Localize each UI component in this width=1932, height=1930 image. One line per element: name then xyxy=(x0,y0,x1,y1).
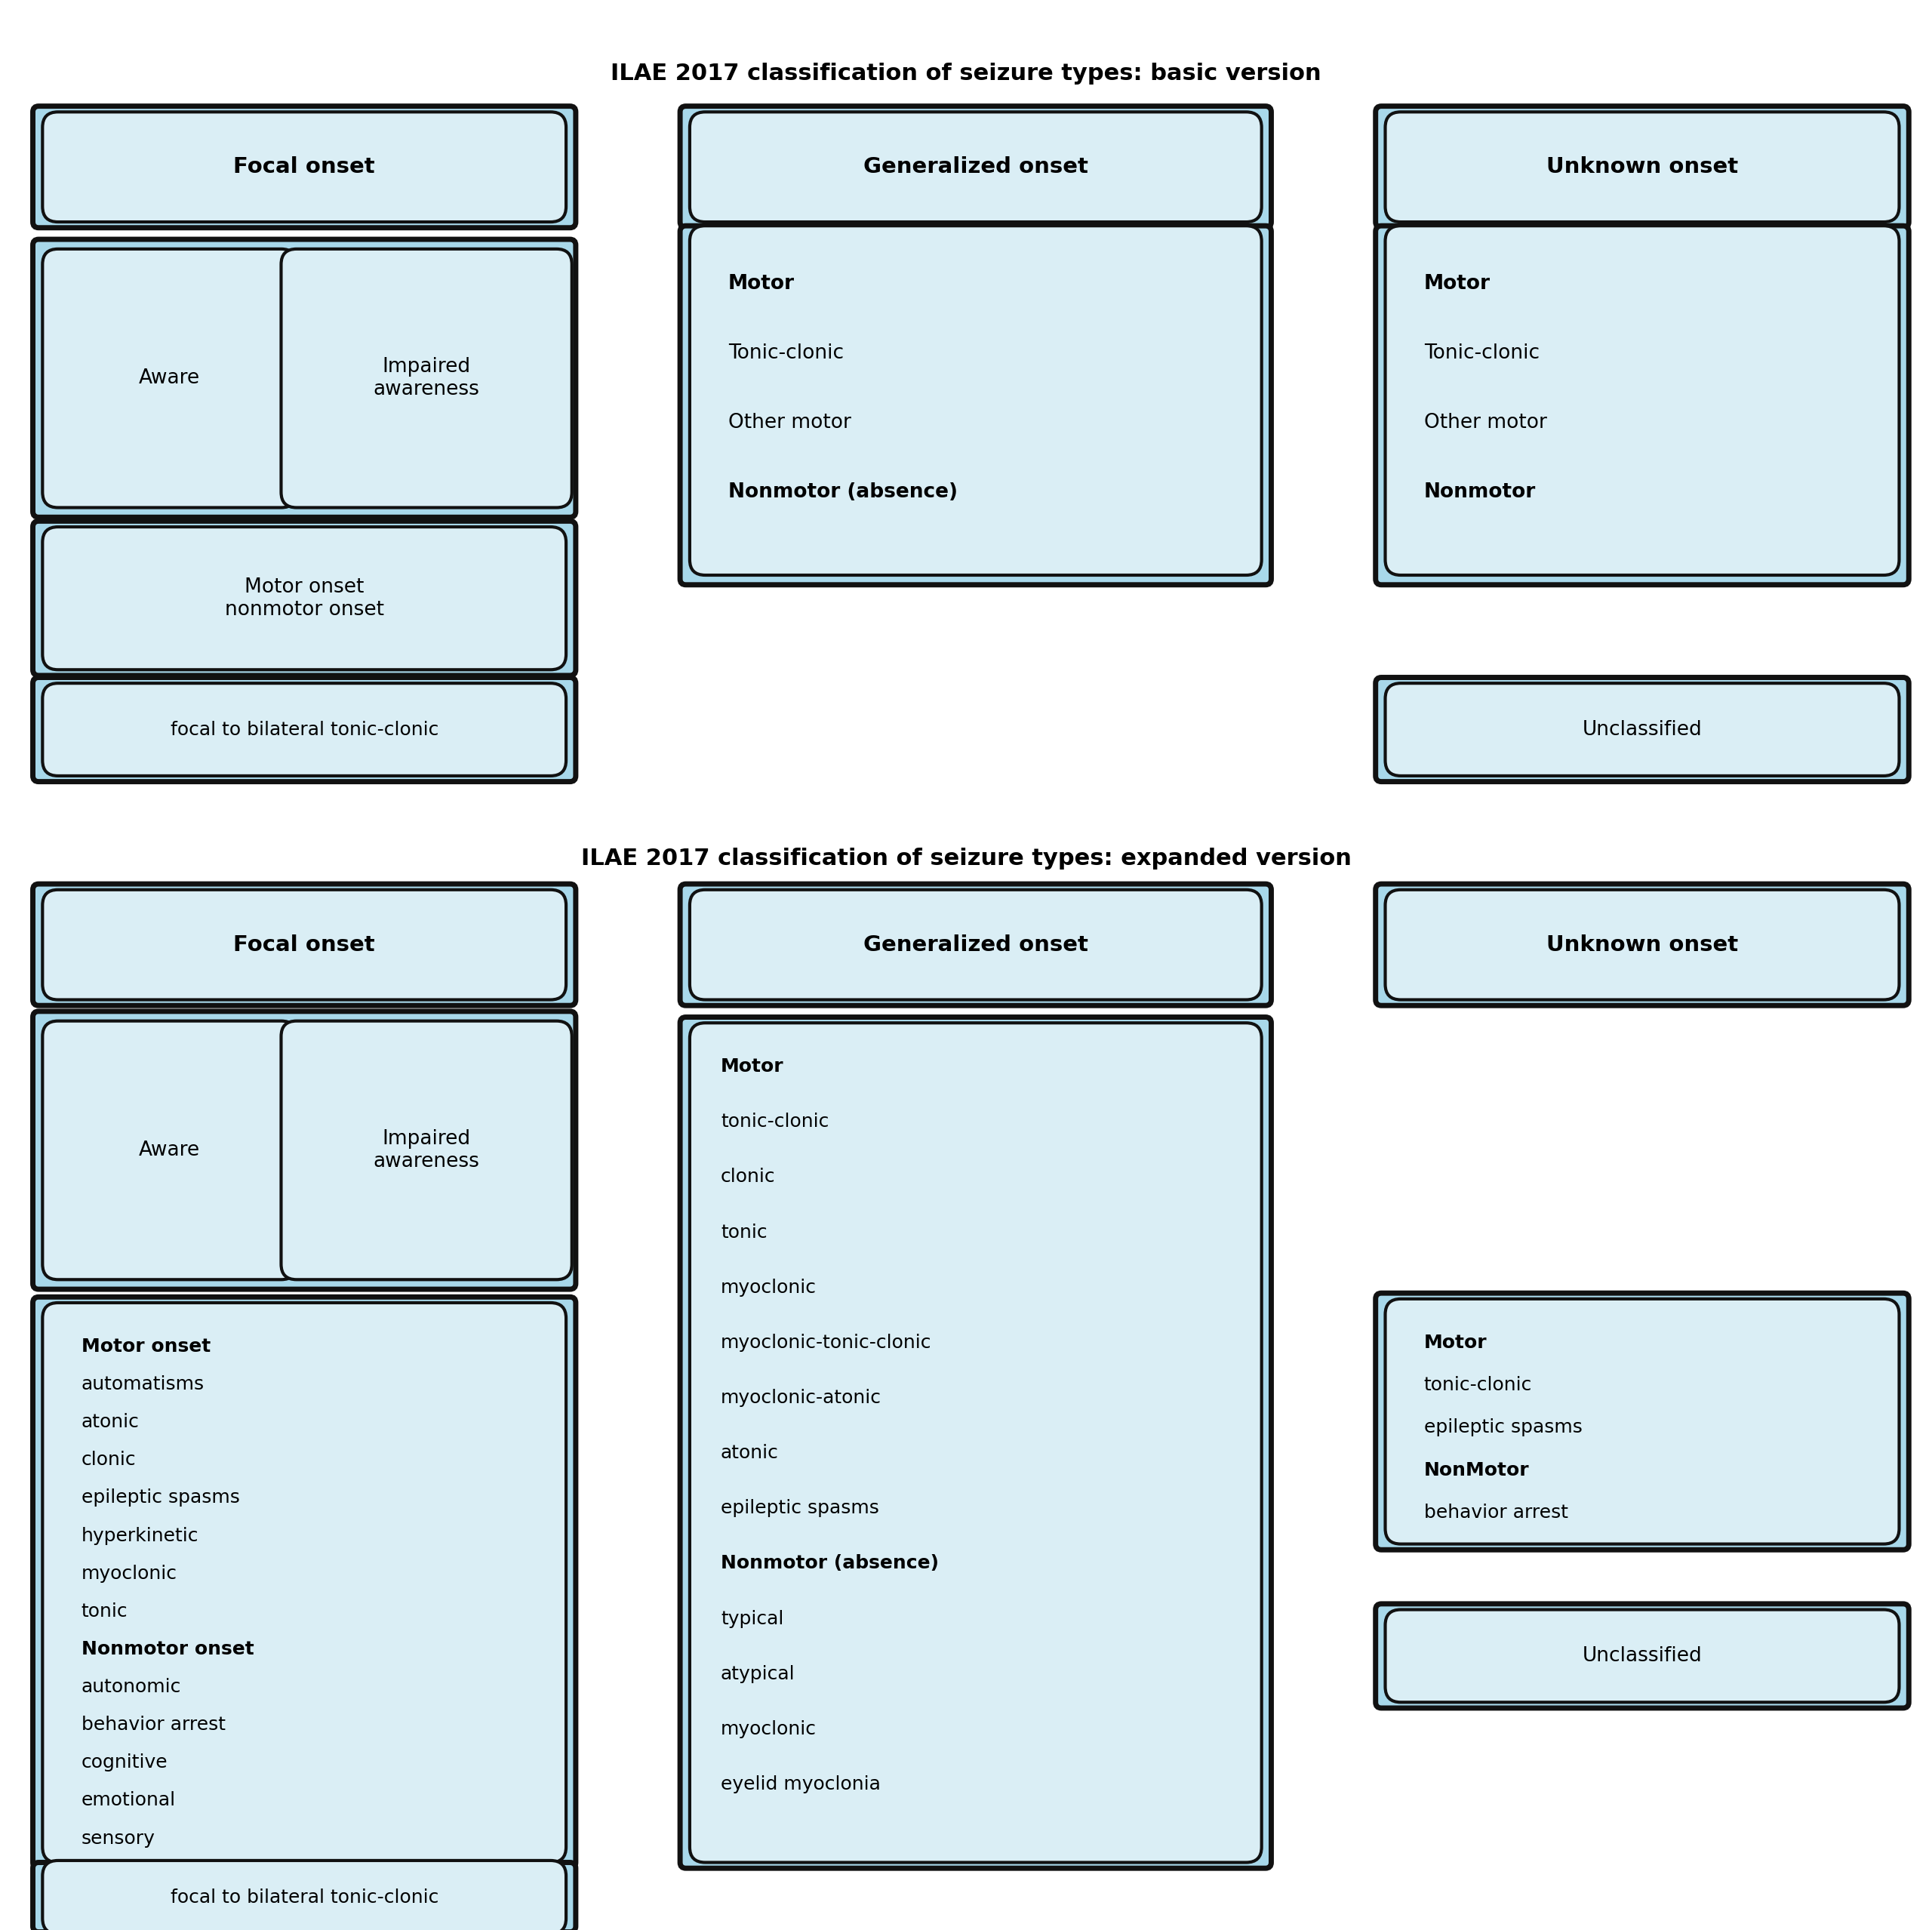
FancyBboxPatch shape xyxy=(43,1303,566,1862)
FancyBboxPatch shape xyxy=(690,1023,1262,1862)
FancyBboxPatch shape xyxy=(1376,1604,1909,1708)
Text: Aware: Aware xyxy=(139,369,201,388)
Text: tonic: tonic xyxy=(81,1602,128,1621)
FancyBboxPatch shape xyxy=(1385,112,1899,222)
Text: cognitive: cognitive xyxy=(81,1754,168,1772)
Text: tonic: tonic xyxy=(721,1224,767,1241)
Text: myoclonic: myoclonic xyxy=(721,1278,817,1297)
FancyBboxPatch shape xyxy=(33,884,576,1006)
FancyBboxPatch shape xyxy=(33,677,576,782)
Text: myoclonic: myoclonic xyxy=(81,1565,178,1583)
FancyBboxPatch shape xyxy=(1376,106,1909,228)
Text: Nonmotor (absence): Nonmotor (absence) xyxy=(728,482,958,502)
FancyBboxPatch shape xyxy=(43,249,298,508)
Text: sensory: sensory xyxy=(81,1830,155,1847)
Text: epileptic spasms: epileptic spasms xyxy=(1424,1419,1582,1436)
Text: Unknown onset: Unknown onset xyxy=(1546,934,1739,955)
Text: atypical: atypical xyxy=(721,1666,796,1683)
FancyBboxPatch shape xyxy=(1376,1293,1909,1550)
FancyBboxPatch shape xyxy=(1376,884,1909,1006)
FancyBboxPatch shape xyxy=(33,1297,576,1868)
Text: atonic: atonic xyxy=(721,1444,779,1463)
FancyBboxPatch shape xyxy=(43,683,566,776)
Text: autonomic: autonomic xyxy=(81,1677,182,1696)
Text: automatisms: automatisms xyxy=(81,1376,205,1393)
FancyBboxPatch shape xyxy=(680,884,1271,1006)
Text: Motor onset: Motor onset xyxy=(81,1337,211,1355)
Text: Impaired
awareness: Impaired awareness xyxy=(373,357,479,400)
Text: Motor onset
nonmotor onset: Motor onset nonmotor onset xyxy=(224,577,384,620)
FancyBboxPatch shape xyxy=(1385,1610,1899,1702)
Text: myoclonic: myoclonic xyxy=(721,1720,817,1739)
FancyBboxPatch shape xyxy=(690,112,1262,222)
Text: myoclonic-tonic-clonic: myoclonic-tonic-clonic xyxy=(721,1334,931,1351)
FancyBboxPatch shape xyxy=(43,890,566,1000)
FancyBboxPatch shape xyxy=(33,521,576,676)
Text: myoclonic-atonic: myoclonic-atonic xyxy=(721,1390,881,1407)
Text: Nonmotor (absence): Nonmotor (absence) xyxy=(721,1554,939,1573)
FancyBboxPatch shape xyxy=(680,1017,1271,1868)
FancyBboxPatch shape xyxy=(1385,1299,1899,1544)
FancyBboxPatch shape xyxy=(1385,683,1899,776)
FancyBboxPatch shape xyxy=(43,1861,566,1930)
Text: atonic: atonic xyxy=(81,1413,139,1432)
FancyBboxPatch shape xyxy=(33,106,576,228)
Text: focal to bilateral tonic-clonic: focal to bilateral tonic-clonic xyxy=(170,720,439,739)
FancyBboxPatch shape xyxy=(690,226,1262,575)
FancyBboxPatch shape xyxy=(1385,226,1899,575)
Text: Aware: Aware xyxy=(139,1141,201,1160)
Text: Focal onset: Focal onset xyxy=(234,934,375,955)
FancyBboxPatch shape xyxy=(1376,677,1909,782)
Text: Other motor: Other motor xyxy=(1424,413,1548,432)
FancyBboxPatch shape xyxy=(43,1021,298,1280)
FancyBboxPatch shape xyxy=(282,249,572,508)
FancyBboxPatch shape xyxy=(33,1862,576,1930)
Text: hyperkinetic: hyperkinetic xyxy=(81,1527,199,1544)
FancyBboxPatch shape xyxy=(1376,226,1909,585)
Text: Impaired
awareness: Impaired awareness xyxy=(373,1129,479,1172)
Text: epileptic spasms: epileptic spasms xyxy=(721,1500,879,1517)
FancyBboxPatch shape xyxy=(43,112,566,222)
Text: typical: typical xyxy=(721,1610,784,1627)
Text: Unclassified: Unclassified xyxy=(1582,1646,1702,1666)
Text: Generalized onset: Generalized onset xyxy=(864,156,1088,178)
Text: Motor: Motor xyxy=(1424,274,1490,293)
Text: Motor: Motor xyxy=(721,1058,784,1075)
Text: epileptic spasms: epileptic spasms xyxy=(81,1488,240,1507)
Text: NonMotor: NonMotor xyxy=(1424,1461,1530,1478)
Text: tonic-clonic: tonic-clonic xyxy=(1424,1376,1532,1393)
Text: Unclassified: Unclassified xyxy=(1582,720,1702,739)
FancyBboxPatch shape xyxy=(33,239,576,517)
Text: clonic: clonic xyxy=(81,1451,135,1469)
Text: emotional: emotional xyxy=(81,1791,176,1810)
FancyBboxPatch shape xyxy=(43,527,566,670)
Text: Other motor: Other motor xyxy=(728,413,852,432)
Text: ILAE 2017 classification of seizure types: basic version: ILAE 2017 classification of seizure type… xyxy=(611,62,1321,85)
FancyBboxPatch shape xyxy=(680,106,1271,228)
Text: Nonmotor onset: Nonmotor onset xyxy=(81,1640,253,1658)
Text: Generalized onset: Generalized onset xyxy=(864,934,1088,955)
FancyBboxPatch shape xyxy=(33,1011,576,1289)
Text: Unknown onset: Unknown onset xyxy=(1546,156,1739,178)
Text: clonic: clonic xyxy=(721,1168,775,1187)
Text: Tonic-clonic: Tonic-clonic xyxy=(1424,344,1540,363)
Text: behavior arrest: behavior arrest xyxy=(1424,1503,1569,1521)
FancyBboxPatch shape xyxy=(680,226,1271,585)
Text: ILAE 2017 classification of seizure types: expanded version: ILAE 2017 classification of seizure type… xyxy=(582,847,1350,870)
Text: Focal onset: Focal onset xyxy=(234,156,375,178)
Text: Motor: Motor xyxy=(1424,1334,1488,1351)
Text: Tonic-clonic: Tonic-clonic xyxy=(728,344,844,363)
FancyBboxPatch shape xyxy=(690,890,1262,1000)
FancyBboxPatch shape xyxy=(1385,890,1899,1000)
Text: tonic-clonic: tonic-clonic xyxy=(721,1114,829,1131)
Text: Motor: Motor xyxy=(728,274,794,293)
Text: behavior arrest: behavior arrest xyxy=(81,1716,226,1733)
Text: Nonmotor: Nonmotor xyxy=(1424,482,1536,502)
Text: eyelid myoclonia: eyelid myoclonia xyxy=(721,1776,881,1793)
FancyBboxPatch shape xyxy=(282,1021,572,1280)
Text: focal to bilateral tonic-clonic: focal to bilateral tonic-clonic xyxy=(170,1888,439,1907)
